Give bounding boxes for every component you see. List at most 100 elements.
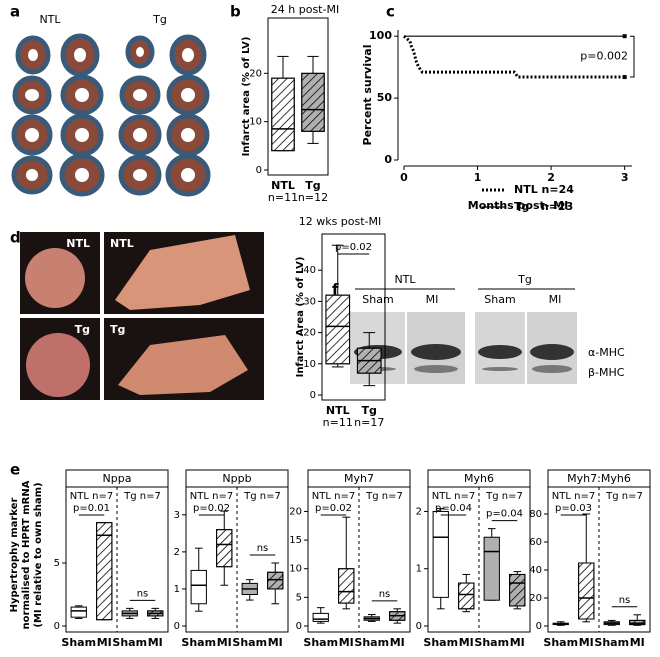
x-tick-label: Sham [543,636,578,649]
axis-title: Months post- MI [468,199,568,212]
x-tick-label: Sham [303,636,338,649]
panel-letter: a [10,3,20,21]
y-tick-label: 0 [416,621,422,632]
box [432,510,449,598]
group-label: NTL n=7 [552,491,595,502]
x-tick-label: 0 [400,171,408,184]
annotation: p=0.002 [580,50,628,63]
box [312,612,329,622]
x-tick-label: MI [97,636,112,649]
group-label: NTL n=7 [312,491,355,502]
e-y-label: Hypertrophy marker normalised to HPRT mR… [9,480,44,629]
panel-letter: d [10,229,21,247]
plot-frame [185,486,289,633]
chart-title: 24 h post-MI [271,3,339,16]
y-tick-label: 10 [289,564,302,575]
photo-label: Tg [110,323,125,336]
box-hatch [325,294,351,365]
x-tick-label: MI [339,636,354,649]
end-marker [622,34,627,39]
x-tick-label: Tg [305,179,320,192]
annotation: p=0.02 [193,503,230,514]
x-tick-label: Sham [474,636,509,649]
group-label: Tg n=7 [243,491,281,502]
chart-title: Myh7 [344,472,374,485]
x-tick-label: Sham [423,636,458,649]
y-tick-label: 2 [416,506,422,517]
y-tick-label: 1 [416,564,422,575]
plot-frame [427,486,531,633]
end-marker [622,75,627,80]
panel-letter: e [10,461,20,479]
photo-label: Tg [152,13,167,26]
y-tick-label: 5 [54,558,60,569]
box-hatch [578,562,595,620]
photo-label: NTL [110,237,134,250]
x-tick-label: 1 [474,171,482,184]
group-label: NTL n=7 [190,491,233,502]
x-tick-label: MI [459,636,474,649]
x-tick-label: MI [148,636,163,649]
y-tick-label: 40 [529,565,542,576]
chart-title: Nppa [103,472,132,485]
x-sub-label: n=11 [323,416,353,429]
photo-label: NTL [66,237,90,250]
y-tick-label: 20 [529,593,542,604]
gel-group: NTL [394,273,416,286]
group-label: NTL n=7 [432,491,475,502]
y-tick-label: 5 [296,592,302,603]
group-label: NTL n=7 [70,491,113,502]
box-hatch [458,582,475,610]
annotation: p=0.04 [486,509,523,520]
gel-panel-f: NTL Tg Sham MI Sham MI α-MHC β-MHC [350,273,625,384]
y-tick-label: 100 [369,29,392,42]
x-tick-label: MI [579,636,594,649]
plot-frame [547,486,651,633]
annotation: p=0.02 [315,503,352,514]
y-tick-label: 1 [174,584,180,595]
y-tick-label: 20 [249,68,262,79]
x-tick-label: NTL [271,179,295,192]
x-tick-label: Sham [594,636,629,649]
y-tick-label: 40 [303,265,316,276]
x-tick-label: Sham [232,636,267,649]
axis-title: (MI relative to own sham) [33,482,44,627]
x-tick-label: 2 [547,171,555,184]
legend-label: Tg n=23 [514,200,573,213]
y-tick-label: 30 [303,296,316,307]
y-tick-label: 15 [289,535,302,546]
y-tick-label: 0 [310,390,316,401]
x-tick-label: Tg [362,404,377,417]
group-label: Tg n=7 [485,491,523,502]
x-tick-label: Sham [112,636,147,649]
annotation: ns [619,595,631,606]
x-tick-label: Sham [354,636,389,649]
box-hatch [96,522,113,621]
y-tick-label: 2 [174,547,180,558]
chart-title: Myh7:Myh6 [567,472,631,485]
x-tick-label: MI [510,636,525,649]
box-hatch [216,529,233,568]
x-sub-label: n=12 [298,191,328,204]
axis-title: Hypertrophy marker [9,498,20,613]
y-tick-label: 10 [303,359,316,370]
y-tick-label: 3 [174,510,180,521]
x-tick-label: MI [390,636,405,649]
y-tick-label: 0 [536,621,542,632]
annotation: p=0.04 [435,503,472,514]
annotation: p=0.01 [73,503,110,514]
group-label: Tg n=7 [605,491,643,502]
panel-letter: b [230,3,241,21]
y-tick-label: 80 [529,509,542,520]
panel-letters: a b c d e f [10,3,395,479]
plot-frame [321,233,386,401]
gel-group: Tg [517,273,532,286]
x-sub-label: n=17 [354,416,384,429]
y-tick-label: 20 [303,328,316,339]
group-label: Tg n=7 [365,491,403,502]
plot-frame [65,486,169,633]
gel-lane: Sham [362,293,393,306]
photo-panel-d: NTL NTL Tg Tg [20,232,264,400]
x-tick-label: Sham [61,636,96,649]
